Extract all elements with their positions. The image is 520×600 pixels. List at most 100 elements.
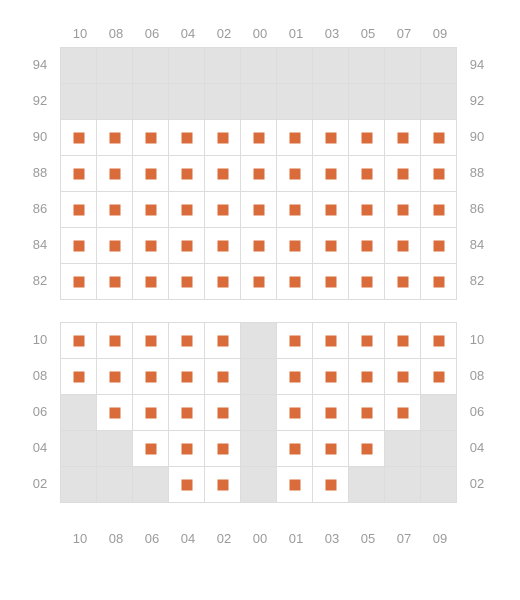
seat-cell[interactable] <box>385 359 421 395</box>
seat-cell[interactable] <box>313 264 349 300</box>
empty-cell <box>97 48 133 84</box>
seat-cell[interactable] <box>169 431 205 467</box>
seat-cell[interactable] <box>421 192 457 228</box>
seat-cell[interactable] <box>97 192 133 228</box>
seat-cell[interactable] <box>349 228 385 264</box>
seat-cell[interactable] <box>421 120 457 156</box>
seat-cell[interactable] <box>349 156 385 192</box>
seat-cell[interactable] <box>205 120 241 156</box>
seat-cell[interactable] <box>277 323 313 359</box>
row-label: 02 <box>20 466 60 502</box>
seat-cell[interactable] <box>61 156 97 192</box>
seat-cell[interactable] <box>133 359 169 395</box>
seat-cell[interactable] <box>385 120 421 156</box>
seat-cell[interactable] <box>97 359 133 395</box>
seat-cell[interactable] <box>133 228 169 264</box>
empty-cell <box>349 48 385 84</box>
seat-cell[interactable] <box>61 359 97 395</box>
seat-cell[interactable] <box>133 431 169 467</box>
seat-cell[interactable] <box>421 264 457 300</box>
seat-cell[interactable] <box>133 264 169 300</box>
seat-cell[interactable] <box>313 120 349 156</box>
seat-cell[interactable] <box>385 264 421 300</box>
seat-cell[interactable] <box>205 264 241 300</box>
seat-cell[interactable] <box>349 359 385 395</box>
seat-cell[interactable] <box>313 395 349 431</box>
seat-cell[interactable] <box>241 120 277 156</box>
row-label: 94 <box>20 47 60 83</box>
empty-cell <box>241 395 277 431</box>
seat-cell[interactable] <box>61 264 97 300</box>
seat-cell[interactable] <box>133 395 169 431</box>
seat-cell[interactable] <box>205 192 241 228</box>
seat-cell[interactable] <box>277 264 313 300</box>
seat-cell[interactable] <box>205 323 241 359</box>
seat-cell[interactable] <box>97 264 133 300</box>
seat-cell[interactable] <box>385 156 421 192</box>
seat-cell[interactable] <box>277 156 313 192</box>
seat-cell[interactable] <box>313 156 349 192</box>
seat-cell[interactable] <box>169 359 205 395</box>
seat-cell[interactable] <box>205 431 241 467</box>
seat-cell[interactable] <box>169 467 205 503</box>
seat-cell[interactable] <box>205 359 241 395</box>
seat-cell[interactable] <box>385 192 421 228</box>
seat-cell[interactable] <box>133 323 169 359</box>
seat-cell[interactable] <box>277 431 313 467</box>
seat-cell[interactable] <box>277 359 313 395</box>
seat-cell[interactable] <box>349 192 385 228</box>
seat-cell[interactable] <box>169 156 205 192</box>
seat-cell[interactable] <box>313 467 349 503</box>
seat-cell[interactable] <box>205 156 241 192</box>
seat-cell[interactable] <box>97 228 133 264</box>
seat-cell[interactable] <box>169 228 205 264</box>
seat-cell[interactable] <box>313 323 349 359</box>
seat-cell[interactable] <box>169 264 205 300</box>
seat-cell[interactable] <box>349 395 385 431</box>
seat-cell[interactable] <box>241 264 277 300</box>
seat-cell[interactable] <box>133 192 169 228</box>
seat-cell[interactable] <box>313 431 349 467</box>
seat-cell[interactable] <box>349 120 385 156</box>
seat-cell[interactable] <box>205 395 241 431</box>
seat-cell[interactable] <box>349 323 385 359</box>
seat-cell[interactable] <box>97 120 133 156</box>
seat-cell[interactable] <box>313 359 349 395</box>
seat-cell[interactable] <box>97 323 133 359</box>
seat-cell[interactable] <box>169 395 205 431</box>
seat-cell[interactable] <box>349 264 385 300</box>
seat-cell[interactable] <box>349 431 385 467</box>
seat-cell[interactable] <box>133 156 169 192</box>
seat-cell[interactable] <box>313 192 349 228</box>
seat-cell[interactable] <box>241 156 277 192</box>
seat-cell[interactable] <box>169 192 205 228</box>
seat-cell[interactable] <box>61 120 97 156</box>
seat-cell[interactable] <box>169 120 205 156</box>
seat-cell[interactable] <box>385 228 421 264</box>
row-label: 94 <box>457 47 497 83</box>
seat-cell[interactable] <box>241 192 277 228</box>
seat-cell[interactable] <box>421 323 457 359</box>
seat-cell[interactable] <box>205 228 241 264</box>
seat-cell[interactable] <box>277 467 313 503</box>
seat-cell[interactable] <box>61 192 97 228</box>
seat-cell[interactable] <box>97 156 133 192</box>
seat-cell[interactable] <box>421 228 457 264</box>
seat-cell[interactable] <box>313 228 349 264</box>
column-label: 06 <box>134 20 170 47</box>
seat-cell[interactable] <box>385 395 421 431</box>
seat-cell[interactable] <box>61 323 97 359</box>
seat-cell[interactable] <box>97 395 133 431</box>
seat-cell[interactable] <box>61 228 97 264</box>
seat-cell[interactable] <box>277 192 313 228</box>
seat-cell[interactable] <box>277 228 313 264</box>
seat-cell[interactable] <box>133 120 169 156</box>
seat-cell[interactable] <box>241 228 277 264</box>
seat-cell[interactable] <box>277 120 313 156</box>
seat-cell[interactable] <box>421 359 457 395</box>
seat-cell[interactable] <box>169 323 205 359</box>
seat-cell[interactable] <box>421 156 457 192</box>
seat-cell[interactable] <box>385 323 421 359</box>
seat-cell[interactable] <box>277 395 313 431</box>
seat-cell[interactable] <box>205 467 241 503</box>
